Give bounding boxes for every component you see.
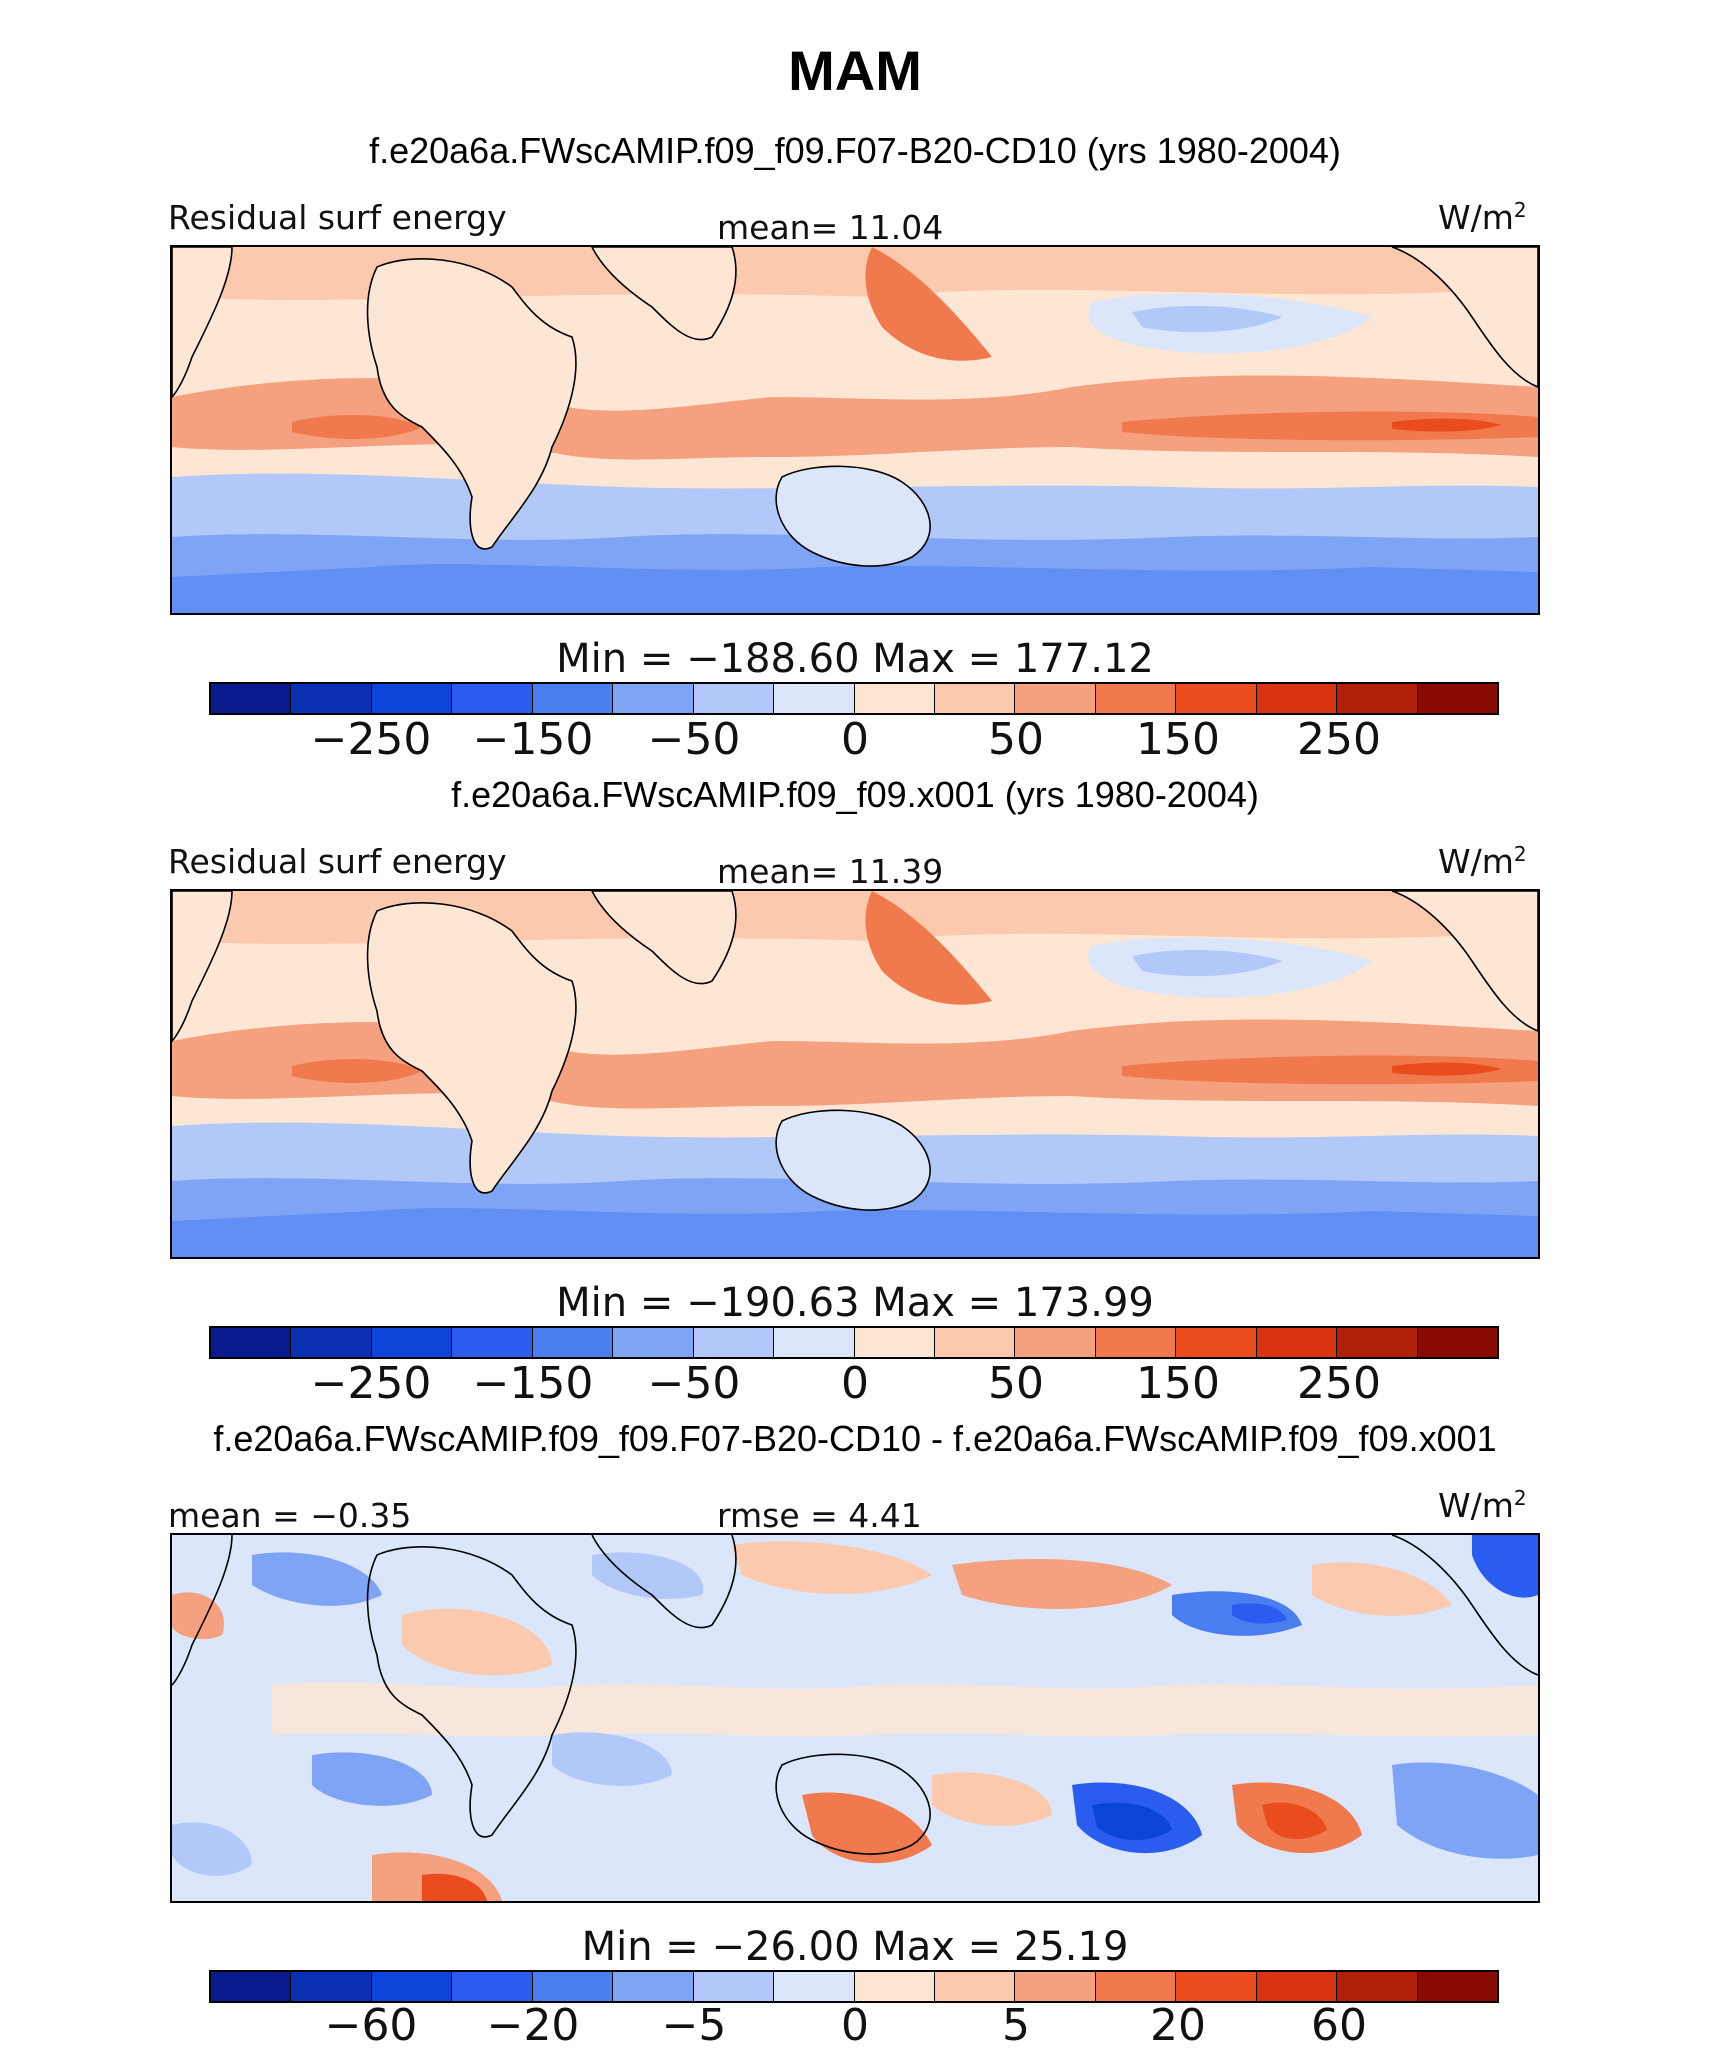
figure-title: MAM <box>788 39 922 102</box>
panel-2-swatch <box>452 1328 533 1357</box>
panel-3-tick: 5 <box>1002 2000 1030 2051</box>
panel-3-swatch <box>693 1972 775 2001</box>
panel-2-swatch <box>934 1328 1016 1357</box>
panel-1-swatch <box>211 684 292 713</box>
panel-3-tick: −60 <box>324 2000 418 2051</box>
panel-1-swatch <box>291 684 372 713</box>
panel-1-swatch <box>1095 684 1177 713</box>
panel-2-tick: −250 <box>310 1358 432 1409</box>
panel-2-minmax: Min = −190.63 Max = 173.99 <box>556 1280 1154 1326</box>
panel-1-map <box>170 245 1540 615</box>
panel-3-swatch <box>854 1972 935 2001</box>
panel-3-swatch <box>613 1972 694 2001</box>
panel-2-swatch <box>693 1328 775 1357</box>
panel-2-tick: 50 <box>988 1358 1044 1409</box>
panel-3-tick: −5 <box>661 2000 727 2051</box>
panel-1-tick: 150 <box>1136 714 1220 765</box>
panel-1-swatch <box>1176 684 1257 713</box>
panel-2-swatch <box>1417 1328 1497 1357</box>
panel-3-swatch <box>774 1972 855 2001</box>
panel-1-swatch <box>1337 684 1418 713</box>
panel-2-swatch <box>1015 1328 1096 1357</box>
panel-1-tick: 50 <box>988 714 1044 765</box>
panel-3-case-title: f.e20a6a.FWscAMIP.f09_f09.F07-B20-CD10 -… <box>213 1418 1497 1459</box>
panel-3-swatch <box>1095 1972 1177 2001</box>
panel-1-variable-label: Residual surf energy <box>168 198 507 237</box>
panel-1-minmax: Min = −188.60 Max = 177.12 <box>556 636 1154 682</box>
panel-1-tick: −250 <box>310 714 432 765</box>
panel-1-units: W/m2 <box>1438 198 1527 237</box>
panel-3-swatch <box>1337 1972 1418 2001</box>
panel-3-swatch <box>371 1972 453 2001</box>
panel-3-tick: −20 <box>486 2000 580 2051</box>
panel-3-swatch <box>1256 1972 1338 2001</box>
panel-2-case-title: f.e20a6a.FWscAMIP.f09_f09.x001 (yrs 1980… <box>451 774 1259 815</box>
panel-3-swatch <box>1015 1972 1096 2001</box>
panel-3-swatch <box>934 1972 1016 2001</box>
panel-1-swatch <box>934 684 1016 713</box>
panel-1-tick: −50 <box>647 714 741 765</box>
panel-1-swatch <box>1417 684 1497 713</box>
panel-3-tick: 0 <box>841 2000 869 2051</box>
panel-3-map <box>170 1533 1540 1903</box>
panel-2-colorbar <box>209 1326 1499 1359</box>
panel-1-case-title: f.e20a6a.FWscAMIP.f09_f09.F07-B20-CD10 (… <box>369 130 1341 171</box>
panel-2-variable-label: Residual surf energy <box>168 842 507 881</box>
panel-1-swatch <box>452 684 533 713</box>
panel-3-tick: 20 <box>1150 2000 1206 2051</box>
panel-2-tick: 250 <box>1297 1358 1381 1409</box>
panel-2-swatch <box>1176 1328 1257 1357</box>
panel-1-swatch <box>854 684 935 713</box>
panel-1-swatch <box>693 684 775 713</box>
panel-1-mean-label: mean= 11.04 <box>717 208 944 247</box>
panel-2-swatch <box>854 1328 935 1357</box>
panel-3-swatch <box>1176 1972 1257 2001</box>
panel-3-swatch <box>452 1972 533 2001</box>
panel-1-colorbar <box>209 682 1499 715</box>
panel-1-tick: −150 <box>472 714 594 765</box>
panel-2-swatch <box>291 1328 372 1357</box>
panel-2-swatch <box>1095 1328 1177 1357</box>
panel-2-swatch <box>613 1328 694 1357</box>
panel-3-rmse-label: rmse = 4.41 <box>717 1496 922 1535</box>
panel-2-tick: 0 <box>841 1358 869 1409</box>
panel-2-units: W/m2 <box>1438 842 1527 881</box>
panel-3-swatch <box>532 1972 614 2001</box>
panel-2-tick: −50 <box>647 1358 741 1409</box>
panel-3-units: W/m2 <box>1438 1486 1527 1525</box>
panel-3-colorbar <box>209 1970 1499 2003</box>
panel-1-swatch <box>774 684 855 713</box>
panel-1-swatch <box>371 684 453 713</box>
panel-3-mean-label: mean = −0.35 <box>168 1496 412 1535</box>
panel-2-swatch <box>371 1328 453 1357</box>
panel-2-swatch <box>1337 1328 1418 1357</box>
panel-1-swatch <box>532 684 614 713</box>
panel-2-tick: −150 <box>472 1358 594 1409</box>
panel-3-swatch <box>291 1972 372 2001</box>
panel-2-tick: 150 <box>1136 1358 1220 1409</box>
panel-2-swatch <box>211 1328 292 1357</box>
panel-2-swatch <box>1256 1328 1338 1357</box>
panel-3-swatch <box>211 1972 292 2001</box>
panel-3-minmax: Min = −26.00 Max = 25.19 <box>581 1924 1129 1970</box>
panel-1-swatch <box>613 684 694 713</box>
panel-2-mean-label: mean= 11.39 <box>717 852 944 891</box>
panel-1-tick: 0 <box>841 714 869 765</box>
panel-3-tick: 60 <box>1311 2000 1367 2051</box>
panel-2-swatch <box>532 1328 614 1357</box>
panel-2-swatch <box>774 1328 855 1357</box>
panel-1-swatch <box>1256 684 1338 713</box>
panel-1-swatch <box>1015 684 1096 713</box>
panel-3-swatch <box>1417 1972 1497 2001</box>
panel-2-map <box>170 889 1540 1259</box>
panel-1-tick: 250 <box>1297 714 1381 765</box>
